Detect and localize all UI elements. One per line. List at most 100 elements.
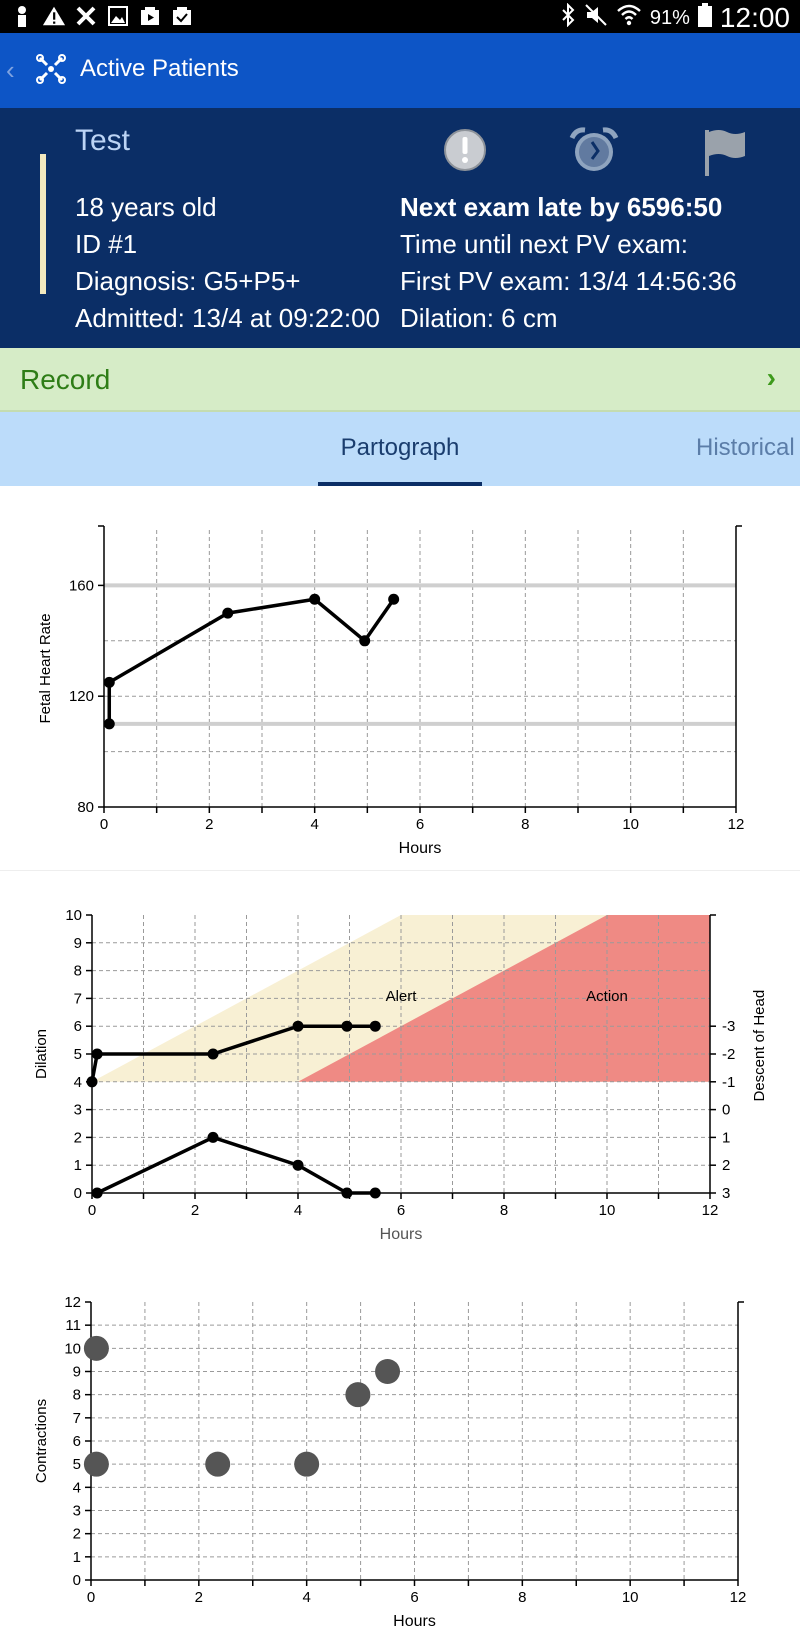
y-tick-label: 9: [73, 1364, 81, 1381]
fetal-heart-rate-svg: 0 2 4 6 8 10 12 80 120 160 Hours Fetal Heart Rate: [37, 525, 744, 857]
y-tick-label: 11: [65, 1317, 81, 1334]
x-tick-label: 0: [87, 1589, 95, 1606]
y-tick-label: 10: [64, 1340, 81, 1357]
y-tick-label: 120: [69, 688, 94, 705]
y-axis-label-right: Descent of Head: [751, 990, 768, 1102]
y-tick-label: 0: [74, 1185, 82, 1202]
wifi-icon: [616, 3, 642, 33]
x-tick-label: 12: [730, 1589, 747, 1606]
alarm-clock-icon[interactable]: [568, 126, 620, 179]
patient-id: ID #1: [75, 229, 138, 259]
tab-bar: Partograph Historical: [0, 412, 800, 486]
y-tick-label: 5: [74, 1046, 82, 1063]
descent-data-point: [91, 1187, 103, 1199]
descent-data-point: [207, 1131, 219, 1143]
task-notification-icon: [170, 4, 194, 28]
patient-status-bar: [40, 154, 46, 294]
action-zone-label: Action: [586, 988, 628, 1005]
y-tick-label: 1: [74, 1157, 82, 1174]
patient-info-panel[interactable]: Test 18 years old ID #1 Diagnosis: G5+P5…: [0, 108, 800, 348]
contraction-data-point: [345, 1382, 371, 1408]
x-axis-label: Hours: [399, 840, 442, 857]
fhr-series-line: [107, 597, 396, 724]
back-chevron-icon[interactable]: ‹: [6, 55, 15, 85]
y-tick-label: 9: [74, 935, 82, 952]
x-tick-label: 4: [310, 816, 318, 833]
descent-data-point: [369, 1187, 381, 1199]
y-tick-label: 10: [65, 907, 82, 924]
x-tick-label: 8: [518, 1589, 526, 1606]
y-tick-label: 80: [77, 799, 94, 816]
contractions-svg: 0 2 4 6 8 10 120123456789101112HoursContractio…: [33, 1294, 747, 1630]
y-tick-label: 6: [73, 1433, 81, 1450]
y-tick-label: 6: [74, 1018, 82, 1035]
media-notification-icon: [138, 4, 162, 28]
app-bar: ‹ Active Patients: [0, 33, 800, 108]
y-tick-label: 7: [73, 1410, 81, 1427]
record-label: Record: [20, 364, 111, 395]
y-tick-label: 2: [74, 1129, 82, 1146]
x-tick-label: 8: [500, 1202, 508, 1219]
descent-data-point: [341, 1187, 353, 1199]
alert-icon[interactable]: [443, 128, 487, 177]
chart-divider: [0, 870, 800, 871]
y-tick-label-right: 3: [722, 1185, 730, 1202]
fhr-data-point: [222, 607, 234, 619]
app-bar-title: Active Patients: [80, 55, 239, 82]
x-tick-label: 10: [622, 816, 639, 833]
y-tick-label: 2: [73, 1526, 81, 1543]
y-tick-label: 160: [69, 577, 94, 594]
x-tick-label: 6: [397, 1202, 405, 1219]
x-tick-label: 2: [195, 1589, 203, 1606]
dilation-chart: 0 2 4 6 8 10 12 0 1 2 3 4 5 6 7 8 9 10 3 2 1 0 -1 -2 -3 Hours Dila…: [0, 895, 800, 1255]
status-bar: 91% 12:00: [0, 0, 800, 33]
y-axis-label: Contractions: [33, 1399, 50, 1483]
x-tick-label: 6: [410, 1589, 418, 1606]
x-tick-label: 10: [622, 1589, 639, 1606]
patient-age: 18 years old: [75, 192, 217, 222]
y-tick-label-right: 0: [722, 1102, 730, 1119]
alert-zone-label: Alert: [386, 988, 418, 1005]
x-tick-label: 4: [302, 1589, 310, 1606]
fhr-data-point: [103, 676, 115, 688]
x-tick-label: 4: [294, 1202, 302, 1219]
dilation-svg: 0 2 4 6 8 10 120123456789103210-1-2-3HoursDila…: [33, 907, 768, 1243]
image-notification-icon: [106, 4, 130, 28]
patient-name: Test: [75, 124, 131, 157]
y-tick-label: 4: [73, 1479, 81, 1496]
y-axis-label: Fetal Heart Rate: [37, 613, 54, 723]
y-tick-label-right: 1: [722, 1129, 730, 1146]
y-tick-label-right: -2: [722, 1046, 735, 1063]
fhr-data-point: [388, 593, 400, 605]
current-dilation: Dilation: 6 cm: [400, 303, 558, 333]
x-axis-label: Hours: [380, 1226, 423, 1243]
action-zone: [298, 915, 710, 1082]
tab-historical[interactable]: Historical: [696, 434, 795, 461]
dilation-data-point: [292, 1020, 304, 1032]
battery-percentage: 91%: [649, 6, 690, 29]
x-tick-label: 0: [88, 1202, 96, 1219]
app-logo-icon[interactable]: [36, 54, 66, 84]
clock: 12:00: [719, 2, 790, 33]
y-tick-label: 4: [74, 1074, 82, 1091]
record-button[interactable]: Record ›: [0, 348, 800, 412]
y-tick-label: 5: [73, 1456, 81, 1473]
bluetooth-icon: [560, 2, 576, 33]
time-until-next-exam: Time until next PV exam:: [400, 229, 689, 259]
x-tick-label: 2: [191, 1202, 199, 1219]
y-tick-label: 0: [73, 1572, 81, 1589]
flag-icon[interactable]: [703, 128, 747, 181]
dilation-data-point: [86, 1076, 98, 1088]
y-tick-label-right: -1: [722, 1074, 735, 1091]
tab-partograph[interactable]: Partograph: [340, 434, 460, 461]
contraction-data-point: [205, 1451, 231, 1477]
y-tick-label: 1: [73, 1549, 81, 1566]
dilation-data-point: [91, 1048, 103, 1060]
contraction-data-point: [83, 1451, 109, 1477]
x-tick-label: 2: [205, 816, 213, 833]
patient-admitted: Admitted: 13/4 at 09:22:00: [75, 303, 380, 333]
battery-icon: [697, 3, 712, 33]
y-tick-label-right: -3: [722, 1018, 735, 1035]
fhr-data-point: [359, 635, 371, 647]
person-notification-icon: [10, 4, 34, 28]
